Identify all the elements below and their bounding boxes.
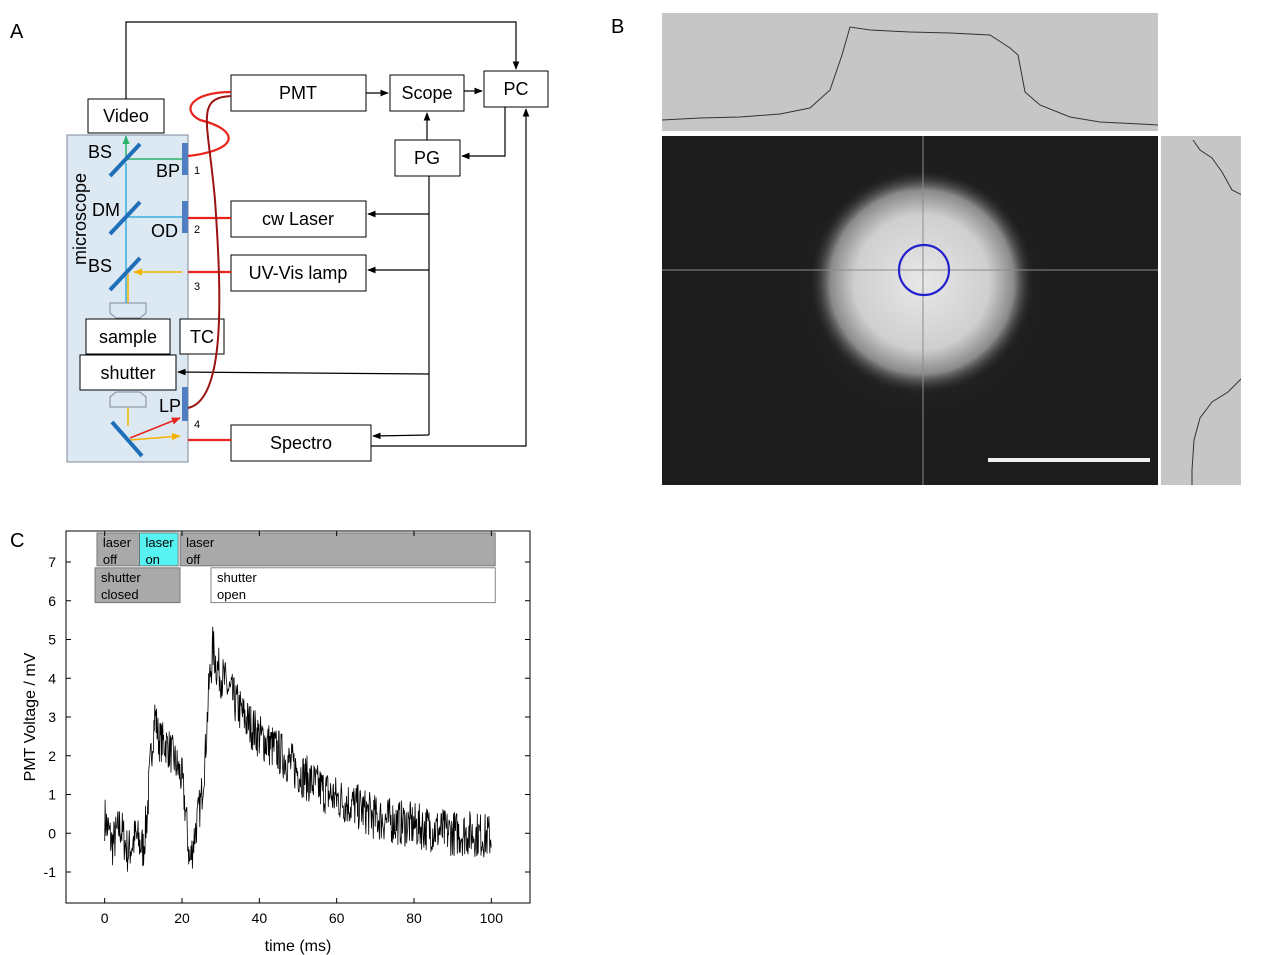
red-beam-out — [129, 417, 181, 439]
annotation-laser-off-2 — [179, 532, 496, 567]
pmt-chart: C laserofflaseronlaseroffshutterclosedsh… — [10, 530, 531, 955]
label-pg: PG — [414, 148, 440, 168]
profile-right-bg — [1161, 136, 1241, 485]
label-bs-mid: BS — [88, 256, 112, 276]
annotation-text: on — [145, 552, 159, 567]
label-tc: TC — [190, 327, 214, 347]
label-pmt: PMT — [279, 83, 317, 103]
box-sample — [85, 318, 171, 355]
microscope-label: microscope — [70, 173, 90, 265]
y-axis-label: PMT Voltage / mV — [22, 652, 39, 781]
label-scope: Scope — [401, 83, 452, 103]
port-4: 4 — [194, 419, 200, 431]
filter-bp — [182, 143, 188, 175]
label-cw-laser: cw Laser — [262, 209, 334, 229]
x-tick-label: 60 — [329, 910, 345, 926]
y-tick-label: 4 — [48, 670, 56, 686]
x-tick-label: 80 — [406, 910, 422, 926]
box-pc — [483, 70, 549, 108]
line-pg-spectro — [372, 432, 430, 440]
box-scope — [389, 74, 465, 112]
annotation-text: off — [186, 552, 201, 567]
annotation-text: closed — [101, 587, 139, 602]
mirror-bs-top — [108, 142, 142, 178]
box-video — [87, 98, 165, 134]
y-tick-label: 5 — [48, 632, 56, 648]
port-3: 3 — [194, 281, 200, 293]
x-tick-label: 20 — [174, 910, 190, 926]
line-pg-shutter — [177, 368, 430, 376]
annotation-text: shutter — [101, 570, 141, 585]
box-uv-lamp — [230, 254, 367, 292]
annotation-laser-on — [139, 532, 179, 567]
label-dm: DM — [92, 200, 120, 220]
annotation-shutter-closed — [94, 567, 181, 604]
annotation-text: open — [217, 587, 246, 602]
filter-od — [182, 201, 188, 233]
beam-spot — [810, 170, 1034, 394]
filter-lp — [182, 387, 188, 421]
label-uv-lamp: UV-Vis lamp — [249, 263, 348, 283]
annotation-text: laser — [103, 535, 132, 550]
yellow-beam-out — [129, 433, 181, 441]
profile-top-curve — [661, 26, 1159, 126]
y-tick-label: 7 — [48, 554, 56, 570]
label-video: Video — [103, 106, 149, 126]
annotation-text: laser — [186, 535, 215, 550]
beam-image-panel: B — [611, 13, 1241, 485]
label-lp: LP — [159, 396, 181, 416]
x-axis-label: time (ms) — [265, 938, 332, 955]
box-shutter — [79, 354, 177, 391]
line-spectro-pc — [371, 108, 530, 447]
objective-bottom — [109, 391, 147, 408]
annotation-text: off — [103, 552, 118, 567]
mirror-bottom — [110, 420, 144, 458]
fiber-lp-pmt — [187, 95, 232, 409]
label-pc: PC — [503, 79, 528, 99]
objective-top — [109, 302, 147, 319]
setup-diagram: A microscope BS BP DM OD BS LP 1 2 3 4 V… — [10, 21, 549, 463]
mirror-bs-mid — [108, 256, 142, 292]
profile-top-bg — [662, 13, 1158, 131]
annotation-text: shutter — [217, 570, 257, 585]
mirror-dm — [108, 200, 142, 236]
y-tick-label: 0 — [48, 825, 56, 841]
annotation-laser-off-1 — [96, 532, 140, 567]
x-tick-label: 0 — [101, 910, 109, 926]
box-spectro — [230, 424, 372, 462]
x-tick-label: 40 — [252, 910, 268, 926]
box-pg — [394, 139, 461, 177]
label-shutter: shutter — [100, 363, 155, 383]
label-spectro: Spectro — [270, 433, 332, 453]
panel-letter-a: A — [10, 21, 24, 43]
line-pc-pg — [461, 107, 506, 160]
panel-letter-c: C — [10, 530, 24, 552]
label-bp: BP — [156, 161, 180, 181]
profile-right-curve — [1191, 139, 1241, 485]
annotation-text: laser — [145, 535, 174, 550]
port-2: 2 — [194, 224, 200, 236]
label-od: OD — [151, 221, 178, 241]
y-tick-label: -1 — [44, 864, 57, 880]
y-tick-label: 3 — [48, 709, 56, 725]
label-bs-top: BS — [88, 142, 112, 162]
panel-letter-b: B — [611, 16, 624, 38]
fiber-1-pmt — [187, 90, 232, 158]
pmt-trace — [104, 626, 492, 872]
x-tick-label: 100 — [480, 910, 504, 926]
y-tick-label: 6 — [48, 593, 56, 609]
annotation-shutter-open — [210, 567, 496, 604]
box-cw-laser — [230, 200, 367, 238]
y-tick-label: 2 — [48, 748, 56, 764]
label-sample: sample — [99, 327, 157, 347]
line-video-pc — [125, 21, 520, 99]
port-1: 1 — [194, 165, 200, 177]
region-circle — [897, 243, 951, 297]
y-tick-label: 1 — [48, 787, 56, 803]
